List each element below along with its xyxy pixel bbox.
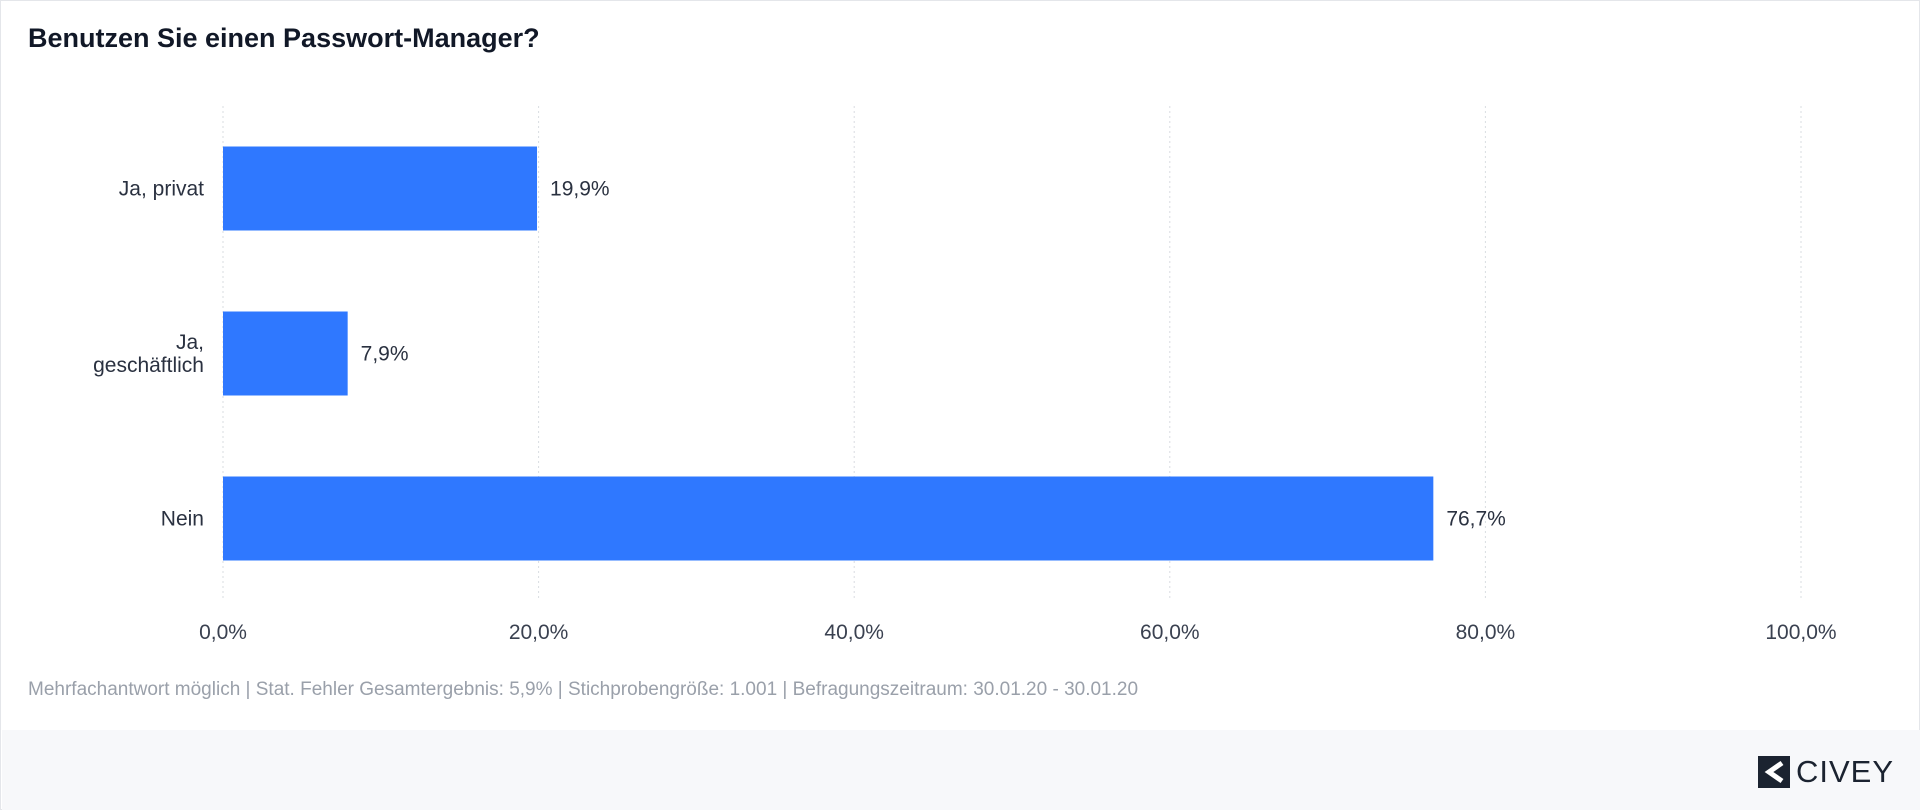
- labels: 0,0% 20,0% 40,0% 60,0% 80,0% 100,0% 19,9% Ja, p…: [93, 178, 1837, 645]
- category-label: geschäftlich: [93, 354, 204, 377]
- chart-footnote: Mehrfachantwort möglich | Stat. Fehler G…: [28, 679, 1139, 700]
- x-tick-label: 0,0%: [199, 621, 247, 644]
- brand-name: CIVEY: [1795, 754, 1894, 789]
- category-label: Ja,: [176, 331, 204, 354]
- civey-logo-icon: [1757, 756, 1790, 788]
- x-tick-label: 100,0%: [1765, 621, 1836, 644]
- bars: [223, 146, 1434, 561]
- bar[interactable]: [223, 146, 538, 231]
- brand-logo[interactable]: CIVEY: [1757, 754, 1894, 790]
- bar[interactable]: [223, 476, 1434, 561]
- footer-bar: CIVEY: [2, 730, 1920, 810]
- bar[interactable]: [223, 311, 348, 396]
- value-label: 7,9%: [361, 343, 409, 366]
- chart-title: Benutzen Sie einen Passwort-Manager?: [28, 23, 540, 53]
- x-tick-label: 20,0%: [509, 621, 569, 644]
- bar-chart: 0,0% 20,0% 40,0% 60,0% 80,0% 100,0% 19,9% Ja, p…: [93, 106, 1837, 645]
- value-label: 19,9%: [550, 178, 610, 201]
- x-tick-label: 80,0%: [1456, 621, 1516, 644]
- category-label: Ja, privat: [119, 178, 204, 201]
- category-label: Nein: [161, 508, 204, 531]
- x-tick-label: 40,0%: [824, 621, 884, 644]
- x-tick-label: 60,0%: [1140, 621, 1200, 644]
- value-label: 76,7%: [1446, 508, 1506, 531]
